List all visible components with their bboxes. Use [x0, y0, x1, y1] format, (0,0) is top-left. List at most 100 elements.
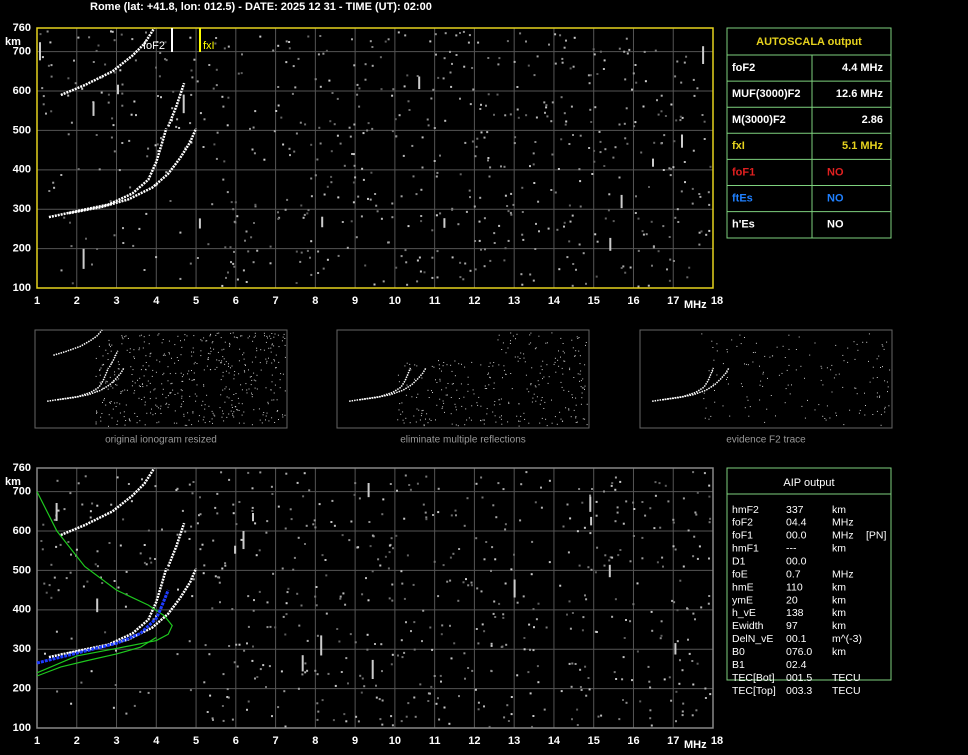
- noise-dot: [431, 229, 434, 232]
- noise-dot: [145, 31, 147, 34]
- x-tick-label: 16: [627, 735, 639, 747]
- thumbnail-dot: [398, 381, 400, 383]
- noise-dot: [41, 548, 44, 551]
- noise-dot: [316, 673, 319, 676]
- thumbnail-dot: [528, 391, 530, 393]
- thumbnail-dot: [886, 341, 888, 343]
- noise-dot: [611, 556, 614, 559]
- thumbnail-dot: [277, 410, 279, 411]
- thumbnail-dot: [856, 393, 858, 395]
- thumbnail-dot: [502, 377, 503, 379]
- noise-dot: [698, 193, 701, 195]
- noise-dot: [215, 68, 218, 71]
- thumbnail-dot: [551, 399, 552, 401]
- thumbnail-dot: [519, 358, 521, 359]
- noise-dot: [455, 514, 457, 517]
- noise-dot: [326, 258, 329, 261]
- noise-dot: [688, 266, 691, 269]
- noise-dot: [216, 492, 219, 495]
- noise-dot: [464, 262, 467, 265]
- noise-dot: [679, 119, 682, 122]
- noise-dot: [216, 131, 219, 134]
- noise-dot: [121, 83, 124, 86]
- noise-dot: [277, 211, 279, 214]
- noise-dot: [336, 134, 339, 137]
- noise-dot: [131, 38, 134, 41]
- noise-dot: [285, 61, 288, 64]
- noise-dot: [425, 475, 428, 478]
- noise-dot: [280, 116, 283, 119]
- thumbnail-dot: [574, 355, 576, 357]
- thumbnail-dot: [174, 394, 176, 395]
- row-label: ftEs: [732, 192, 753, 204]
- noise-dot: [146, 155, 149, 158]
- noise-dot: [574, 663, 577, 665]
- noise-dot: [469, 269, 472, 272]
- thumbnail-dot: [762, 385, 764, 387]
- noise-dot: [86, 580, 89, 583]
- noise-dot: [196, 257, 199, 259]
- noise-dot: [599, 151, 602, 154]
- noise-dot: [222, 178, 225, 181]
- noise-dot: [545, 626, 548, 629]
- thumbnail-dot: [266, 412, 268, 414]
- noise-dot: [568, 662, 571, 665]
- noise-dot: [469, 103, 472, 106]
- thumbnail-dot: [129, 419, 130, 421]
- noise-dot: [522, 595, 525, 598]
- noise-dot: [521, 211, 524, 213]
- noise-dot: [284, 633, 287, 636]
- noise-dot: [369, 545, 372, 548]
- thumbnail-dot: [265, 415, 267, 417]
- row-value: NO: [827, 192, 844, 204]
- noise-dot: [701, 114, 704, 116]
- thumbnail-dot: [580, 403, 582, 405]
- thumbnail-dot: [169, 392, 171, 394]
- thumbnail-dot: [428, 397, 430, 398]
- noise-dot: [692, 471, 695, 474]
- noise-dot: [306, 639, 309, 642]
- x-tick-label: 12: [468, 735, 480, 747]
- thumbnail-dot: [274, 360, 275, 362]
- noise-dot: [104, 63, 107, 66]
- thumbnail-dot: [238, 373, 240, 375]
- thumbnail-dot: [767, 377, 768, 379]
- thumbnail-dot: [503, 365, 505, 367]
- noise-dot: [316, 702, 319, 705]
- noise-dot: [303, 472, 306, 475]
- thumbnail-dot: [809, 354, 811, 356]
- thumbnail-dot: [726, 351, 728, 353]
- y-tick-label: 600: [13, 85, 31, 97]
- noise-dot: [537, 602, 540, 605]
- thumbnail-dot: [409, 422, 411, 424]
- noise-dot: [488, 175, 491, 178]
- noise-dot: [572, 134, 574, 136]
- thumbnail-dot: [260, 349, 262, 351]
- row-value: 4.4 MHz: [842, 62, 883, 74]
- noise-dot: [251, 487, 254, 490]
- noise-dot: [525, 471, 528, 474]
- noise-dot: [337, 196, 340, 199]
- thumbnail-dot: [577, 338, 579, 339]
- thumbnail-dot: [781, 372, 783, 374]
- noise-dot: [537, 681, 540, 684]
- noise-dot: [275, 110, 278, 112]
- noise-dot: [506, 40, 509, 43]
- noise-dot: [523, 648, 526, 651]
- thumbnail-dot: [439, 380, 441, 382]
- noise-dot: [120, 33, 123, 36]
- noise-dot: [480, 590, 483, 593]
- thumbnail-dot: [271, 362, 273, 364]
- thumbnail-caption: original ionogram resized: [105, 435, 217, 446]
- noise-dot: [223, 160, 226, 163]
- thumbnail-dot: [398, 409, 400, 411]
- thumbnail-dot: [542, 378, 543, 380]
- thumbnail-dot: [708, 370, 710, 372]
- noise-dot: [569, 67, 572, 70]
- noise-dot: [682, 565, 685, 568]
- noise-dot: [491, 546, 494, 549]
- noise-dot: [614, 476, 617, 479]
- thumbnail-dot: [187, 412, 189, 414]
- thumbnail-dot: [181, 346, 183, 348]
